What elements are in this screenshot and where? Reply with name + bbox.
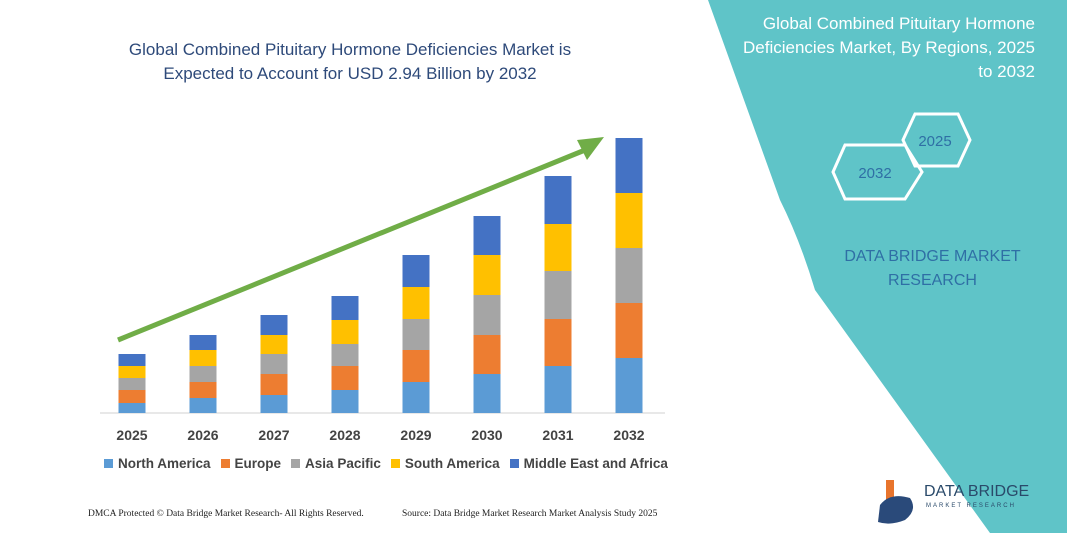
logo-tagline: MARKET RESEARCH	[926, 503, 1016, 509]
x-tick-label: 2026	[187, 427, 218, 443]
bar-2027-middle-east-and-africa	[260, 315, 288, 335]
bar-2032-europe	[615, 303, 643, 358]
bar-2030-middle-east-and-africa	[473, 216, 501, 255]
footer-source: Source: Data Bridge Market Research Mark…	[402, 509, 658, 519]
x-tick-label: 2032	[613, 427, 644, 443]
legend-label: North America	[118, 456, 211, 471]
x-tick-label: 2030	[471, 427, 502, 443]
legend-item: North America	[104, 456, 211, 471]
bar-2028-south-america	[331, 320, 359, 344]
legend-label: South America	[404, 456, 500, 471]
bar-2025-asia-pacific	[118, 378, 146, 390]
bar-2032-north-america	[615, 358, 643, 413]
side-panel-title: Global Combined Pituitary Hormone Defici…	[743, 14, 1035, 81]
bar-2027-europe	[260, 374, 288, 395]
legend-label: Middle East and Africa	[523, 456, 668, 471]
bar-2028-north-america	[331, 390, 359, 413]
bar-2032-asia-pacific	[615, 248, 643, 303]
bar-2030-north-america	[473, 374, 501, 413]
trend-arrow-head	[577, 137, 604, 160]
bar-2030-south-america	[473, 255, 501, 295]
bar-2026-south-america	[189, 350, 217, 366]
legend-swatch	[291, 459, 301, 468]
legend-swatch	[104, 459, 113, 468]
legend-label: Asia Pacific	[305, 456, 381, 471]
bar-2030-asia-pacific	[473, 295, 501, 335]
legend-item: South America	[390, 456, 500, 471]
legend-label: Europe	[234, 456, 282, 471]
legend-item: Middle East and Africa	[509, 456, 668, 471]
hex-year-2032: 2032	[858, 165, 891, 182]
x-tick-label: 2031	[542, 427, 573, 443]
bar-2026-north-america	[189, 398, 217, 413]
hex-year-2025: 2025	[918, 133, 951, 150]
legend-swatch	[390, 459, 400, 468]
bar-2026-asia-pacific	[189, 366, 217, 382]
bar-2030-europe	[473, 335, 501, 374]
bar-2032-south-america	[615, 193, 643, 248]
legend-item: Asia Pacific	[291, 456, 381, 471]
bar-2027-south-america	[260, 335, 288, 354]
x-tick-label: 2025	[116, 427, 147, 443]
bar-2031-middle-east-and-africa	[544, 176, 572, 224]
bar-2029-asia-pacific	[402, 319, 430, 350]
bar-2025-north-america	[118, 403, 146, 413]
logo-name: DATA BRIDGE	[924, 483, 1030, 500]
side-panel-bg	[708, 0, 1067, 533]
bar-2031-south-america	[544, 224, 572, 271]
bar-2028-europe	[331, 366, 359, 390]
legend: North America Europe Asia Pacific South Ame…	[104, 456, 668, 471]
bar-2029-south-america	[402, 287, 430, 319]
bar-2025-south-america	[118, 366, 146, 378]
bar-2027-north-america	[260, 395, 288, 413]
legend-swatch	[220, 459, 230, 468]
x-tick-label: 2029	[400, 427, 431, 443]
bar-2031-north-america	[544, 366, 572, 413]
bar-2027-asia-pacific	[260, 354, 288, 374]
x-tick-label: 2027	[258, 427, 289, 443]
bar-2025-europe	[118, 390, 146, 403]
bar-2028-middle-east-and-africa	[331, 296, 359, 320]
x-tick-label: 2028	[329, 427, 360, 443]
bar-2026-europe	[189, 382, 217, 398]
bar-2028-asia-pacific	[331, 344, 359, 366]
bar-2029-europe	[402, 350, 430, 382]
bar-2029-north-america	[402, 382, 430, 413]
bar-2026-middle-east-and-africa	[189, 335, 217, 350]
bar-2031-europe	[544, 319, 572, 366]
bar-2029-middle-east-and-africa	[402, 255, 430, 287]
bar-2025-middle-east-and-africa	[118, 354, 146, 366]
logo-icon	[878, 480, 914, 524]
legend-item: Europe	[220, 456, 282, 471]
side-panel-brand: DATA BRIDGE MARKET RESEARCH	[844, 248, 1021, 289]
chart-title: Global Combined Pituitary Hormone Defici…	[128, 40, 572, 83]
trend-arrow-shaft	[117, 145, 591, 343]
hex-2025	[901, 112, 972, 168]
bar-2032-middle-east-and-africa	[615, 138, 643, 193]
bar-2031-asia-pacific	[544, 271, 572, 319]
footer-copyright: DMCA Protected © Data Bridge Market Rese…	[88, 509, 364, 519]
legend-swatch	[509, 459, 519, 468]
